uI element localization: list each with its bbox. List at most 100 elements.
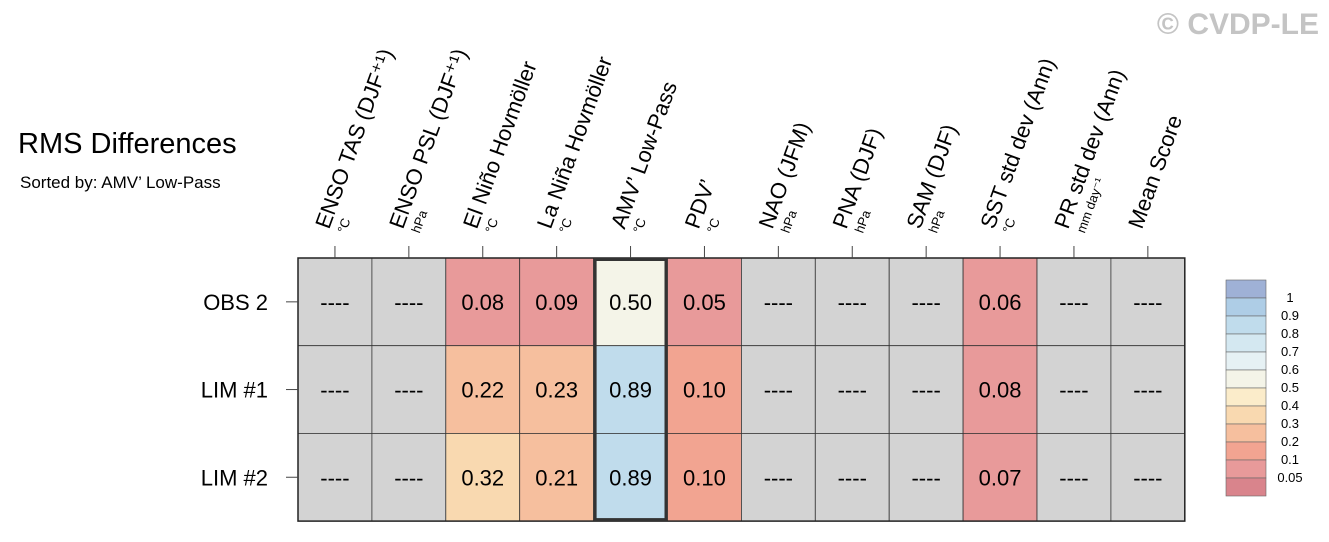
cell-value: 0.08 (979, 378, 1022, 403)
legend-swatch (1225, 459, 1267, 479)
row-label: OBS 2 (203, 290, 268, 315)
legend-label: 1 (1286, 290, 1293, 305)
cell-value: 0.89 (609, 378, 652, 403)
heatmap-cell (1036, 257, 1112, 347)
legend-swatch (1225, 315, 1267, 335)
cell-value: ---- (394, 378, 423, 403)
legend-swatch (1225, 405, 1267, 425)
column-label-group: PDV’°C (680, 176, 723, 235)
cell-value: ---- (1133, 290, 1162, 315)
heatmap-cell (519, 432, 595, 522)
legend-label: 0.9 (1281, 308, 1299, 323)
cell-value: ---- (764, 465, 793, 490)
cell-value: 0.07 (979, 465, 1022, 490)
column-label: ENSO PSL (DJF⁺¹) (384, 45, 472, 231)
column-label-group: NAO (JFM)hPa (754, 119, 816, 235)
heatmap-cell (445, 432, 521, 522)
cell-value: ---- (1059, 378, 1088, 403)
heatmap-cell (445, 257, 521, 347)
legend-label: 0.05 (1277, 470, 1302, 485)
column-label: ENSO TAS (DJF⁺¹) (310, 45, 398, 231)
column-unit: °C (482, 216, 501, 235)
column-unit: °C (334, 216, 353, 235)
heatmap-cell (1110, 432, 1186, 522)
heatmap-cell (814, 345, 890, 434)
cell-value: ---- (838, 465, 867, 490)
heatmap-cell (741, 345, 816, 434)
heatmap-cell (962, 432, 1038, 522)
cell-value: ---- (320, 378, 349, 403)
chart-title: RMS Differences (18, 128, 237, 160)
cell-value: ---- (1133, 465, 1162, 490)
cell-value: 0.22 (461, 378, 504, 403)
cell-value: 0.10 (683, 378, 726, 403)
legend-swatch (1225, 387, 1267, 407)
row-label: LIM #2 (201, 465, 268, 490)
legend-swatch (1225, 333, 1267, 353)
legend-swatch (1225, 279, 1267, 299)
column-unit: °C (999, 216, 1018, 235)
watermark: © CVDP-LE (1156, 8, 1319, 41)
cell-value: 0.21 (535, 465, 578, 490)
cell-value: 0.05 (683, 290, 726, 315)
legend-swatch (1225, 423, 1267, 443)
cell-value: 0.09 (535, 290, 578, 315)
legend-swatch (1225, 351, 1267, 371)
heatmap-cell (814, 257, 890, 347)
cell-value: ---- (911, 465, 940, 490)
cell-value: ---- (1059, 290, 1088, 315)
heatmap-cell (297, 345, 373, 434)
column-label: La Niña Hovmöller (532, 53, 617, 232)
cell-value: 0.50 (609, 290, 652, 315)
cell-value: ---- (320, 290, 349, 315)
heatmap-cell (297, 432, 373, 522)
cell-value: ---- (394, 465, 423, 490)
legend-label: 0.1 (1281, 452, 1299, 467)
heatmap-cell (1110, 345, 1186, 434)
column-unit: °C (704, 216, 723, 235)
cell-value: 0.32 (461, 465, 504, 490)
cell-value: 0.89 (609, 465, 652, 490)
heatmap-cell (371, 257, 447, 347)
cell-value: 0.06 (979, 290, 1022, 315)
column-label-group: SAM (DJF)hPa (901, 121, 962, 235)
heatmap-cell (445, 345, 521, 434)
cell-value: ---- (838, 378, 867, 403)
column-label: AMV’ Low-Pass (606, 78, 682, 232)
column-label: SST std dev (Ann) (975, 55, 1060, 232)
legend-swatch (1225, 297, 1267, 317)
heatmap-cell (667, 345, 742, 434)
heatmap-cell (667, 432, 742, 522)
highlighted-column-border (593, 258, 668, 522)
column-label: Mean Score (1123, 112, 1187, 232)
legend-label: 0.2 (1281, 434, 1299, 449)
legend-swatch (1225, 369, 1267, 389)
legend-label: 0.3 (1281, 416, 1299, 431)
column-unit: °C (630, 216, 649, 235)
cell-value: ---- (394, 290, 423, 315)
legend-label: 0.6 (1281, 362, 1299, 377)
column-label-group: PNA (DJF)hPa (827, 124, 886, 235)
cell-value: 0.23 (535, 378, 578, 403)
row-label: LIM #1 (201, 378, 268, 403)
cell-value: 0.08 (461, 290, 504, 315)
cell-value: ---- (320, 465, 349, 490)
cell-value: ---- (911, 290, 940, 315)
column-label-group: Mean Score (1123, 112, 1187, 232)
legend-label: 0.5 (1281, 380, 1299, 395)
heatmap-cell (1036, 345, 1112, 434)
legend-label: 0.7 (1281, 344, 1299, 359)
cell-value: ---- (1133, 378, 1162, 403)
cell-value: 0.10 (683, 465, 726, 490)
heatmap-cell (888, 257, 964, 347)
column-unit: °C (556, 216, 575, 235)
heatmap-cell (888, 432, 964, 522)
cell-value: ---- (764, 290, 793, 315)
heatmap-cell (741, 432, 816, 522)
legend-swatch (1225, 441, 1267, 461)
legend-swatch (1225, 477, 1267, 497)
heatmap-cell (1110, 257, 1186, 347)
heatmap-cell (593, 345, 668, 434)
cell-value: ---- (1059, 465, 1088, 490)
